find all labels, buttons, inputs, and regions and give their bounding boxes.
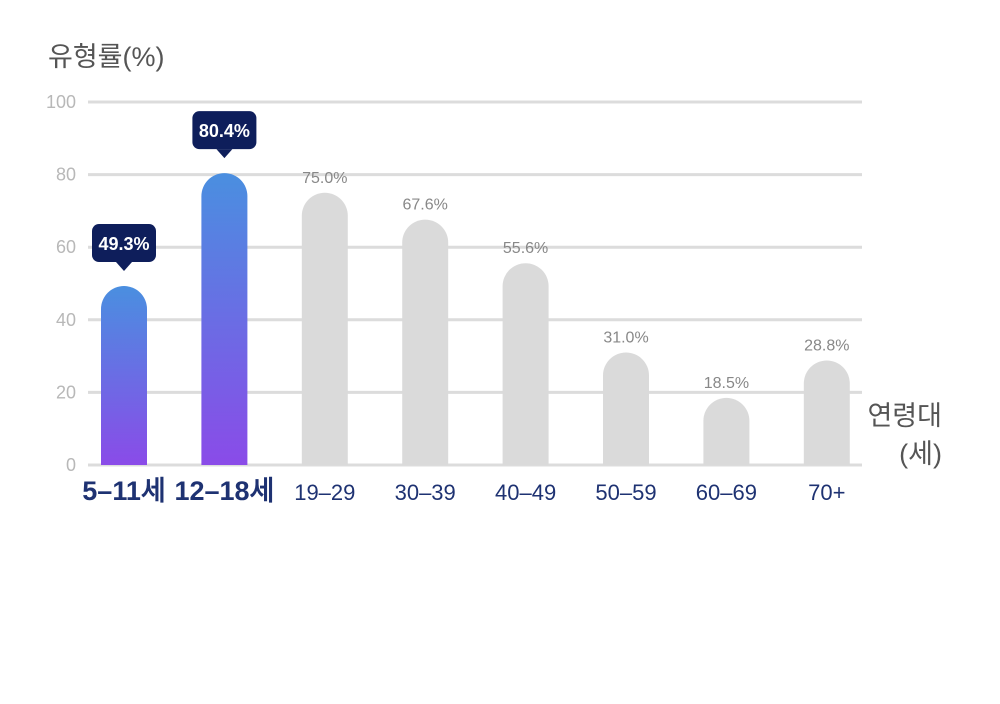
callout-pointer	[116, 262, 132, 272]
bar	[502, 263, 549, 465]
value-label: 18.5%	[704, 375, 749, 392]
value-callout: 80.4%	[192, 111, 257, 159]
bar	[703, 397, 750, 465]
callout-pointer	[216, 149, 233, 159]
bar	[803, 360, 850, 465]
value-label: 28.8%	[804, 337, 849, 354]
category-label: 30–39	[395, 480, 456, 505]
value-label: 31.0%	[603, 329, 648, 346]
y-tick-label: 20	[56, 382, 76, 402]
category-label: 12–18세	[174, 476, 274, 506]
x-axis-label-line1: 연령대	[867, 401, 942, 431]
y-tick-label: 60	[56, 237, 76, 257]
y-tick-label: 0	[66, 455, 76, 475]
callout-bubble	[92, 224, 156, 263]
y-tick-label: 100	[46, 92, 76, 112]
x-axis-label-line2: (세)	[899, 439, 942, 469]
callout-bubble	[192, 111, 257, 150]
bar	[402, 219, 449, 465]
bar	[101, 286, 147, 465]
category-label: 50–59	[595, 480, 656, 505]
y-tick-labels: 0 20 40 60 80 100	[46, 92, 76, 475]
bar	[603, 352, 649, 465]
value-label: 80.4%	[199, 121, 250, 141]
value-callout: 49.3%	[92, 224, 156, 272]
bar	[201, 173, 248, 465]
y-tick-label: 80	[56, 165, 76, 185]
category-label: 70+	[808, 480, 845, 505]
value-label: 67.6%	[403, 197, 448, 214]
y-axis-label: 유형률(%)	[48, 42, 165, 72]
value-labels: 49.3% 80.4% 75.0% 67.6% 55.6% 31.0% 18.5% 28.8%	[92, 111, 849, 392]
category-label: 40–49	[495, 480, 556, 505]
value-label: 49.3%	[98, 234, 149, 254]
bar	[301, 192, 348, 465]
value-label: 75.0%	[302, 170, 347, 187]
category-labels: 5–11세 12–18세 19–29 30–39 40–49 50–59 60–69 70+	[82, 476, 845, 506]
category-label: 60–69	[696, 480, 757, 505]
bars	[101, 173, 850, 465]
y-tick-label: 40	[56, 310, 76, 330]
value-label: 55.6%	[503, 240, 548, 257]
category-label: 5–11세	[82, 476, 165, 506]
category-label: 19–29	[294, 480, 355, 505]
